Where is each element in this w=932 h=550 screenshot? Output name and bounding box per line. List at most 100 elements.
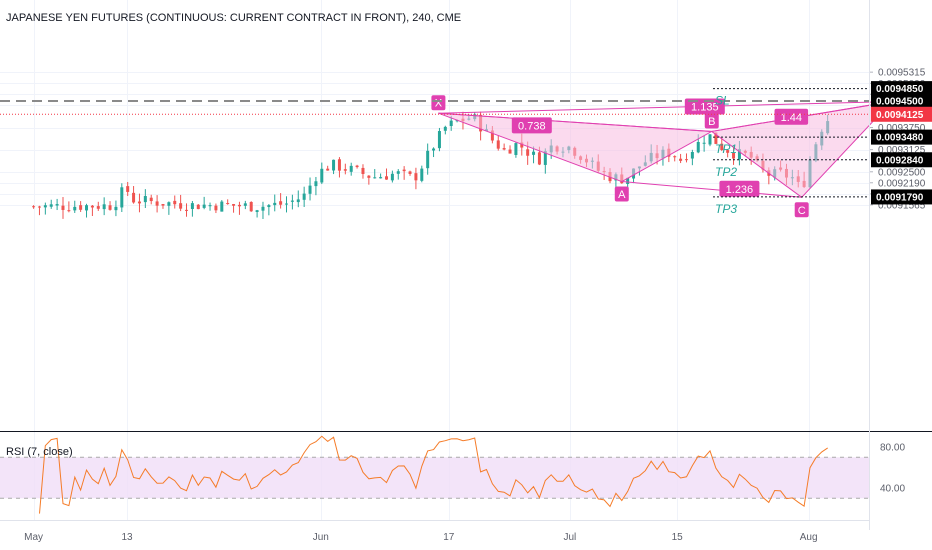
candle-body (502, 148, 506, 150)
price-tag-box (871, 129, 932, 145)
price-tag[interactable]: 0.0094125 (871, 106, 932, 122)
candle-body (249, 201, 253, 212)
candle-body (279, 201, 283, 205)
candle-body (508, 149, 512, 154)
candle-body (690, 152, 694, 159)
candle-body (132, 192, 136, 203)
candle-body (379, 177, 383, 179)
price-tag[interactable]: 0.0091790 (871, 189, 932, 205)
candle-body (414, 173, 418, 181)
pattern-point-box (704, 113, 719, 129)
candle-body (449, 120, 453, 127)
candle-body (679, 158, 683, 161)
rsi-label: RSI (7, close) (6, 446, 73, 458)
candle-body (702, 142, 706, 144)
candle-body (420, 168, 424, 181)
rsi-line (39, 435, 828, 514)
candle-body (120, 187, 124, 208)
candle-body (490, 130, 494, 141)
candle-body (232, 204, 236, 206)
rsi-tick-label: 80.00 (880, 443, 905, 454)
target-label-sl: SL (715, 94, 730, 108)
price-tick-label: 0.0091565 (878, 200, 926, 211)
price-tag-box (871, 152, 932, 168)
rsi-band (0, 457, 869, 499)
price-tick-label: 0.0095315 (878, 68, 926, 79)
candle-body (43, 205, 47, 208)
price-axis[interactable]: 0.00953150.00950000.00946900.00943750.00… (869, 68, 932, 212)
candle-body (226, 203, 230, 205)
candle-body (402, 169, 406, 172)
candle-body (708, 134, 712, 145)
time-tick-label: 17 (443, 532, 455, 543)
ratio-label[interactable]: 1.44 (774, 108, 809, 125)
pattern-point-label: C (798, 205, 806, 217)
pattern-point-box (794, 202, 809, 218)
candle-body (161, 204, 165, 206)
candle-body (526, 149, 530, 156)
candle-body (126, 186, 130, 192)
candle-body (114, 206, 118, 211)
candle-body (367, 175, 371, 178)
candle-body (714, 132, 718, 144)
target-label-tp1: TP1 (715, 142, 737, 156)
candle-body (273, 202, 277, 206)
ratio-label[interactable]: 1.135 (684, 98, 725, 115)
pattern-point-box (431, 95, 446, 111)
candle-body (520, 142, 524, 148)
price-tick-label: 0.0093750 (878, 123, 926, 134)
candle-body (396, 171, 400, 174)
candle-body (514, 143, 518, 155)
candle-body (349, 165, 353, 172)
price-tag-text: 0.0092840 (876, 155, 924, 166)
price-tag[interactable]: 0.0093480 (871, 129, 932, 145)
candle-body (79, 205, 83, 210)
candle-body (173, 200, 177, 205)
ratio-label-box (719, 180, 760, 197)
candle-body (202, 204, 206, 208)
price-tag-box (871, 93, 932, 109)
price-tag-text: 0.0094500 (876, 97, 924, 108)
candle-body (361, 167, 365, 174)
time-axis[interactable]: May13Jun17Jul15Aug19Sep (24, 532, 932, 543)
candle-body (137, 201, 141, 204)
candle-body (96, 206, 100, 209)
pattern-point-a[interactable]: A (614, 186, 629, 202)
price-tag-box (871, 81, 932, 97)
price-tag-box (871, 189, 932, 205)
candle-body (32, 206, 36, 208)
pattern-line-xb (438, 112, 712, 132)
time-tick-label: Jul (563, 532, 576, 543)
ratio-label[interactable]: 0.738 (511, 117, 552, 134)
time-tick-label: Aug (800, 532, 818, 543)
candle-body (443, 126, 447, 131)
pattern-point-c[interactable]: C (794, 202, 809, 218)
ratio-label-text: 1.44 (781, 112, 802, 124)
target-label-tp2: TP2 (715, 165, 737, 179)
price-tag[interactable]: 0.0094500 (871, 93, 932, 109)
price-tag[interactable]: 0.0092840 (871, 152, 932, 168)
rsi-pane[interactable]: 80.00 40.00 (0, 432, 932, 520)
ratio-label[interactable]: 1.236 (719, 180, 760, 197)
price-tag[interactable]: 0.0094850 (871, 81, 932, 97)
candle-body (67, 210, 71, 212)
pattern-point-b[interactable]: B (704, 113, 719, 129)
candle-body (496, 140, 500, 149)
price-tick-label: 0.0093125 (878, 145, 926, 156)
candle-body (537, 152, 541, 165)
time-tick-label: 13 (121, 532, 133, 543)
price-tag-text: 0.0093480 (876, 133, 924, 144)
candle-body (296, 199, 300, 203)
candle-body (408, 171, 412, 174)
price-tick-label: 0.0092500 (878, 167, 926, 178)
candle-body (102, 204, 106, 210)
candle-body (61, 205, 65, 210)
candle-body (543, 151, 547, 165)
candle-body (73, 206, 77, 211)
candle-body (326, 168, 330, 171)
pattern-point-x[interactable]: X (431, 95, 446, 111)
ratio-label-box (511, 117, 552, 134)
candle-body (214, 205, 218, 211)
